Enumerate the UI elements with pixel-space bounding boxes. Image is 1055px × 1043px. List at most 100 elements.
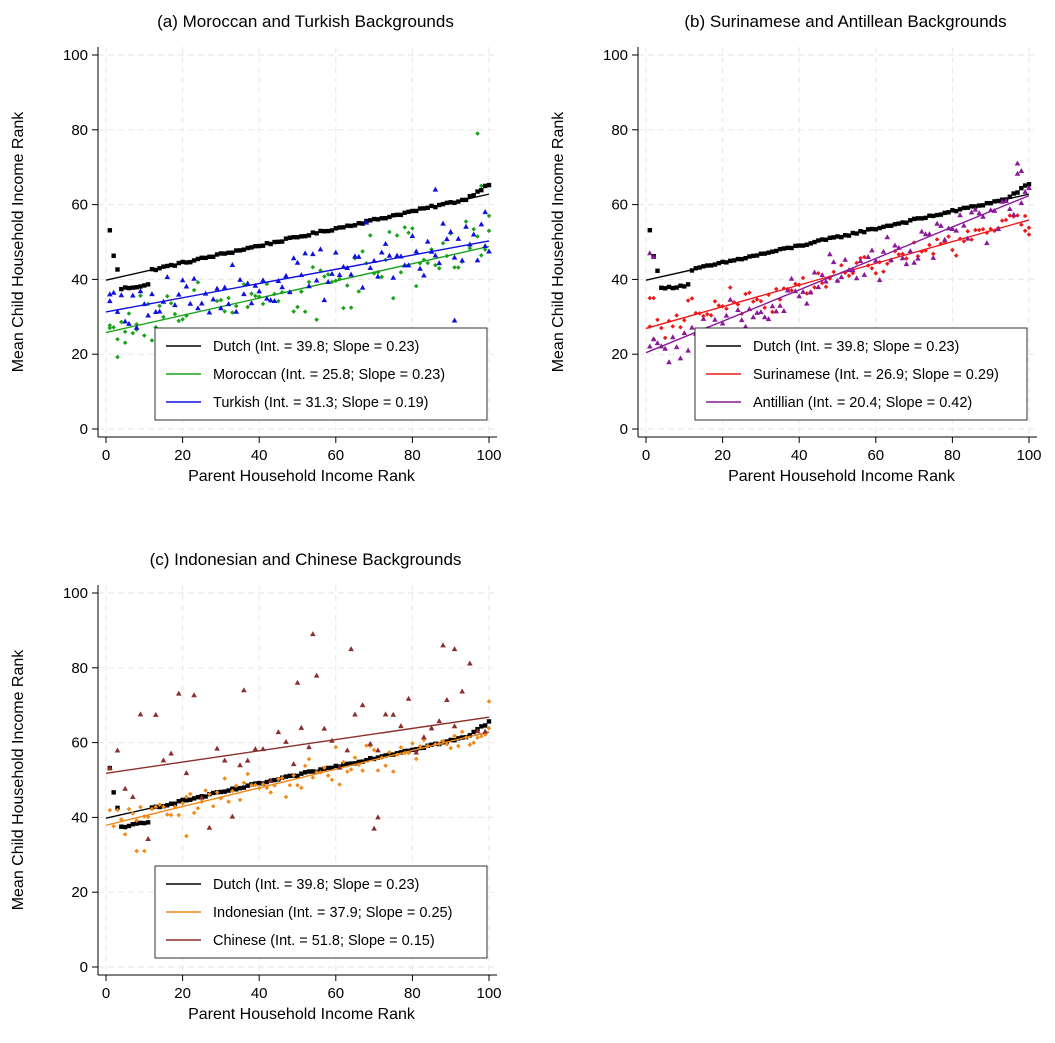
point xyxy=(743,291,748,297)
point xyxy=(356,289,362,294)
point xyxy=(115,807,120,813)
point xyxy=(800,275,806,281)
point xyxy=(842,256,848,262)
point xyxy=(191,692,197,698)
point xyxy=(907,248,914,254)
point xyxy=(229,262,236,268)
point xyxy=(413,749,420,755)
point xyxy=(302,250,308,256)
point xyxy=(230,250,235,255)
point xyxy=(290,255,297,261)
point xyxy=(834,277,841,283)
x-tick-label: 20 xyxy=(174,985,191,1002)
point xyxy=(762,305,768,311)
point xyxy=(352,711,358,717)
point xyxy=(839,262,844,268)
point xyxy=(953,227,960,233)
point xyxy=(478,221,485,227)
point xyxy=(379,274,385,280)
point xyxy=(682,284,687,289)
point xyxy=(110,289,117,295)
point xyxy=(153,267,158,273)
point xyxy=(807,289,814,295)
point xyxy=(322,274,327,279)
point xyxy=(133,324,140,330)
point xyxy=(180,259,185,265)
point xyxy=(107,323,113,328)
point xyxy=(382,240,389,246)
point xyxy=(226,799,231,805)
point xyxy=(701,264,706,269)
point xyxy=(295,304,300,310)
point xyxy=(306,283,312,289)
point xyxy=(474,728,481,734)
point xyxy=(291,773,296,778)
point xyxy=(934,237,940,242)
point xyxy=(823,284,829,290)
point xyxy=(409,232,416,238)
point xyxy=(164,274,171,280)
point xyxy=(375,273,381,279)
point xyxy=(276,298,281,304)
point xyxy=(295,773,300,779)
point xyxy=(122,318,128,324)
point xyxy=(321,297,328,303)
point xyxy=(168,812,174,818)
point xyxy=(1007,194,1013,199)
point xyxy=(869,266,875,271)
point xyxy=(444,742,450,747)
legend: Dutch (Int. = 39.8; Slope = 0.23) Morocca… xyxy=(154,327,488,421)
x-tick-label: 40 xyxy=(251,985,268,1002)
point xyxy=(685,298,691,303)
point xyxy=(463,219,469,224)
point xyxy=(1015,190,1020,195)
point xyxy=(130,292,136,298)
point xyxy=(138,284,143,289)
point xyxy=(237,797,243,803)
point xyxy=(230,788,235,794)
point xyxy=(670,334,676,340)
point xyxy=(137,288,144,294)
point xyxy=(122,340,128,345)
point xyxy=(180,797,185,803)
point xyxy=(352,223,358,228)
point xyxy=(161,804,166,810)
point xyxy=(226,295,231,301)
point xyxy=(651,295,656,301)
point xyxy=(456,743,461,749)
point xyxy=(115,267,120,272)
point xyxy=(846,233,852,238)
point xyxy=(712,316,718,322)
point xyxy=(1003,198,1009,204)
point xyxy=(145,836,151,842)
point xyxy=(670,285,676,291)
point xyxy=(172,263,178,268)
point xyxy=(310,230,316,235)
point xyxy=(184,833,189,839)
point xyxy=(486,725,492,731)
point xyxy=(241,291,247,297)
point xyxy=(126,823,132,829)
point xyxy=(770,309,775,315)
point xyxy=(371,747,377,753)
point xyxy=(973,227,978,233)
point xyxy=(183,770,190,776)
point xyxy=(410,226,415,231)
x-tick-label: 60 xyxy=(327,985,344,1002)
point xyxy=(685,282,691,287)
point xyxy=(352,253,358,259)
point xyxy=(405,695,412,701)
point xyxy=(253,293,258,299)
point xyxy=(378,249,385,255)
point xyxy=(930,251,936,257)
point xyxy=(475,735,480,741)
point xyxy=(1014,170,1021,176)
point xyxy=(260,243,266,248)
point xyxy=(126,806,132,812)
point xyxy=(440,642,446,648)
point xyxy=(329,777,335,783)
point xyxy=(111,325,116,330)
point xyxy=(704,311,710,317)
point xyxy=(773,308,780,314)
point xyxy=(682,317,687,323)
